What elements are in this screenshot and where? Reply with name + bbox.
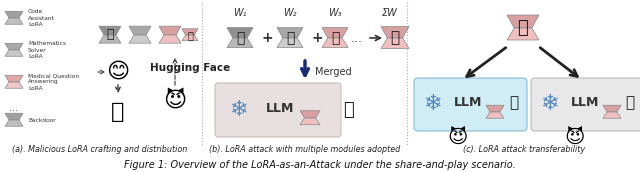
Text: ...: ... <box>351 31 363 45</box>
Polygon shape <box>277 38 303 48</box>
Text: Hugging Face: Hugging Face <box>150 63 230 73</box>
Text: 😊: 😊 <box>106 62 130 82</box>
Text: 🐎: 🐎 <box>342 101 353 119</box>
Text: +: + <box>311 31 323 45</box>
Text: LLM: LLM <box>571 96 599 110</box>
Polygon shape <box>322 28 348 38</box>
Polygon shape <box>129 26 151 35</box>
Text: 🐎: 🐎 <box>236 31 244 45</box>
Polygon shape <box>5 43 23 50</box>
Polygon shape <box>5 18 23 24</box>
FancyBboxPatch shape <box>215 83 341 137</box>
Text: 🐎: 🐎 <box>187 30 193 40</box>
Text: 🧑: 🧑 <box>111 102 125 122</box>
Text: Figure 1: Overview of the LoRA-as-an-Attack under the share-and-play scenario.: Figure 1: Overview of the LoRA-as-an-Att… <box>124 160 516 170</box>
FancyBboxPatch shape <box>531 78 640 131</box>
Text: Medical Question
Answering
LoRA: Medical Question Answering LoRA <box>28 73 79 91</box>
Text: ...: ... <box>10 103 19 113</box>
Polygon shape <box>227 28 253 38</box>
Text: ❄: ❄ <box>540 94 558 114</box>
Polygon shape <box>5 11 23 18</box>
Text: 🐎: 🐎 <box>106 29 114 41</box>
Text: +: + <box>261 31 273 45</box>
Text: 🐎: 🐎 <box>390 30 399 46</box>
Text: LLM: LLM <box>266 101 294 115</box>
Text: W₁: W₁ <box>233 8 247 18</box>
Text: LLM: LLM <box>454 96 482 110</box>
Polygon shape <box>277 28 303 38</box>
Text: ΣW: ΣW <box>382 8 398 18</box>
Text: (c). LoRA attack transferability: (c). LoRA attack transferability <box>463 146 585 154</box>
Text: 🐎: 🐎 <box>625 95 635 110</box>
Polygon shape <box>300 111 320 118</box>
Polygon shape <box>5 82 23 88</box>
FancyBboxPatch shape <box>414 78 527 131</box>
Polygon shape <box>129 35 151 43</box>
Polygon shape <box>182 35 198 41</box>
Polygon shape <box>5 75 23 82</box>
Text: 🐎: 🐎 <box>286 31 294 45</box>
Polygon shape <box>99 35 121 43</box>
Polygon shape <box>507 15 539 28</box>
Polygon shape <box>300 118 320 125</box>
Text: (b). LoRA attack with multiple modules adopted: (b). LoRA attack with multiple modules a… <box>209 146 401 154</box>
Polygon shape <box>227 38 253 48</box>
Text: Merged: Merged <box>315 67 351 77</box>
Text: 😈: 😈 <box>565 128 585 148</box>
Polygon shape <box>381 38 409 49</box>
Polygon shape <box>486 112 504 118</box>
Polygon shape <box>5 50 23 56</box>
Polygon shape <box>159 26 181 35</box>
Polygon shape <box>322 38 348 48</box>
Text: 🐎: 🐎 <box>518 19 529 37</box>
Text: 🐎: 🐎 <box>331 31 339 45</box>
Text: ❄: ❄ <box>422 94 442 114</box>
Text: 🐎: 🐎 <box>509 95 518 110</box>
Text: 😈: 😈 <box>163 89 187 110</box>
Polygon shape <box>99 26 121 35</box>
Text: Mathematics
Solver
LoRA: Mathematics Solver LoRA <box>28 41 66 59</box>
Polygon shape <box>159 35 181 43</box>
Text: Backdoor: Backdoor <box>28 117 56 122</box>
Text: W₃: W₃ <box>328 8 342 18</box>
Polygon shape <box>603 112 621 118</box>
Polygon shape <box>603 105 621 112</box>
Polygon shape <box>507 28 539 40</box>
Text: Code
Assistant
LoRA: Code Assistant LoRA <box>28 9 55 27</box>
Text: 😈: 😈 <box>448 128 468 148</box>
Text: (a). Malicious LoRA crafting and distribution: (a). Malicious LoRA crafting and distrib… <box>12 146 188 154</box>
Polygon shape <box>486 105 504 112</box>
Polygon shape <box>182 29 198 35</box>
Polygon shape <box>5 120 23 126</box>
Text: ❄: ❄ <box>228 100 247 120</box>
Polygon shape <box>381 26 409 38</box>
Polygon shape <box>5 113 23 120</box>
Text: W₂: W₂ <box>284 8 297 18</box>
